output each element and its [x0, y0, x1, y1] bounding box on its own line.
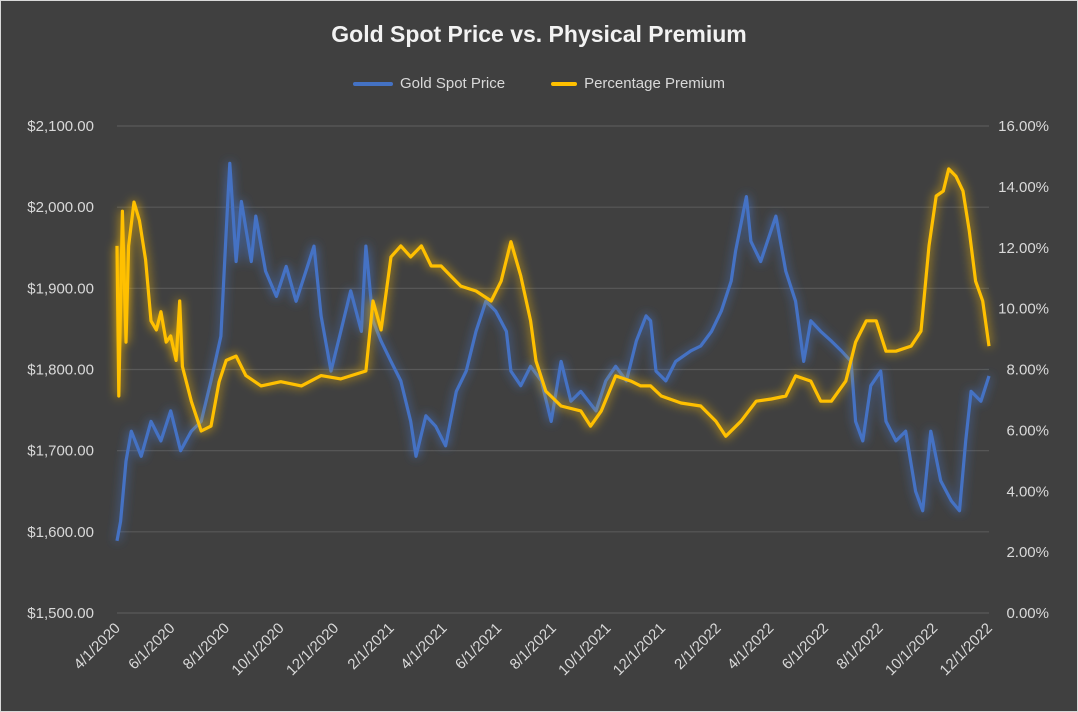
- y-right-tick-label: 8.00%: [1006, 362, 1049, 379]
- x-tick-label: 8/1/2021: [507, 620, 560, 673]
- legend-item-percentage-premium: Percentage Premium: [551, 75, 725, 92]
- x-tick-label: 4/1/2021: [397, 620, 450, 673]
- x-tick-label: 4/1/2022: [724, 620, 777, 673]
- y-right-tick-label: 0.00%: [1006, 605, 1049, 622]
- x-tick-label: 12/1/2021: [610, 620, 669, 679]
- y-left-tick-label: $1,600.00: [27, 524, 94, 541]
- x-tick-label: 2/1/2022: [671, 620, 724, 673]
- y-left-tick-label: $1,900.00: [27, 280, 94, 297]
- legend-label-gold-spot-price: Gold Spot Price: [400, 75, 506, 92]
- x-tick-label: 10/1/2021: [555, 620, 614, 679]
- x-tick-label: 10/1/2022: [882, 620, 941, 679]
- y-right-tick-label: 12.00%: [998, 240, 1049, 257]
- x-tick-label: 2/1/2021: [344, 620, 397, 673]
- y-right-tick-label: 14.00%: [998, 179, 1049, 196]
- y-left-tick-label: $1,700.00: [27, 443, 94, 460]
- legend-item-gold-spot-price: Gold Spot Price: [353, 75, 505, 92]
- legend-label-percentage-premium: Percentage Premium: [584, 75, 725, 92]
- y-left-tick-label: $2,100.00: [27, 118, 94, 135]
- series-line-gold-spot-price: [115, 161, 991, 542]
- x-tick-label: 6/1/2020: [125, 620, 178, 673]
- y-right-tick-label: 6.00%: [1006, 422, 1049, 439]
- y-left-tick-label: $2,000.00: [27, 199, 94, 216]
- legend-swatch-percentage-premium: [551, 81, 578, 86]
- x-tick-label: 12/1/2022: [937, 620, 996, 679]
- x-tick-label: 6/1/2021: [452, 620, 505, 673]
- y-left-tick-label: $1,500.00: [27, 605, 94, 622]
- x-tick-label: 8/1/2022: [833, 620, 886, 673]
- y-right-tick-label: 10.00%: [998, 301, 1049, 318]
- y-right-tick-label: 16.00%: [998, 118, 1049, 135]
- legend: Gold Spot Price Percentage Premium: [1, 75, 1077, 92]
- x-tick-label: 12/1/2020: [283, 620, 342, 679]
- chart-title: Gold Spot Price vs. Physical Premium: [331, 21, 747, 47]
- y-right-tick-label: 2.00%: [1006, 544, 1049, 561]
- legend-swatch-gold-spot-price: [353, 81, 394, 86]
- x-tick-label: 6/1/2022: [779, 620, 832, 673]
- y-right-tick-label: 4.00%: [1006, 483, 1049, 500]
- x-tick-label: 10/1/2020: [228, 620, 287, 679]
- x-tick-label: 4/1/2020: [71, 620, 124, 673]
- x-tick-label: 8/1/2020: [180, 620, 233, 673]
- y-left-tick-label: $1,800.00: [27, 362, 94, 379]
- series-line-percentage-premium: [115, 167, 991, 438]
